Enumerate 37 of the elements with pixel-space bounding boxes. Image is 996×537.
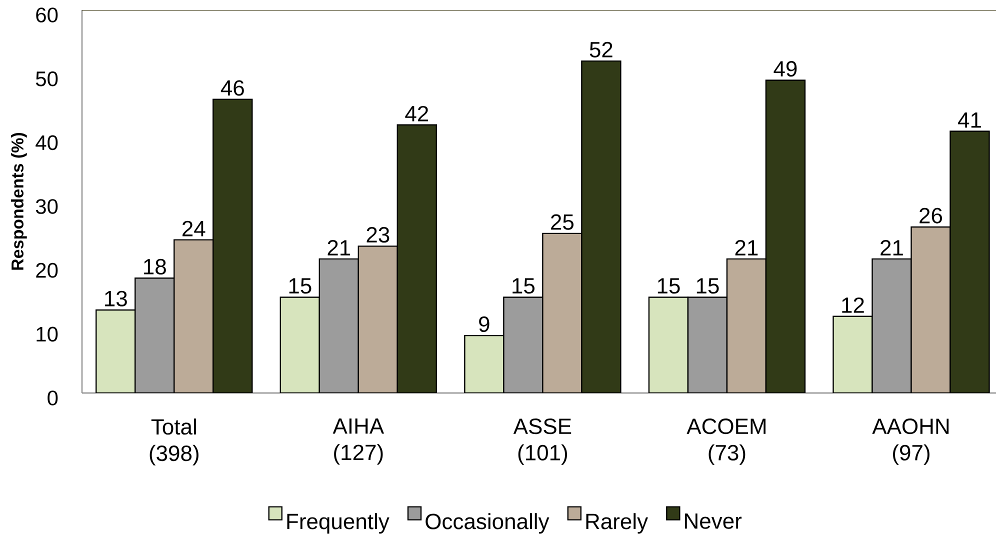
data-label: 15 (289, 278, 312, 294)
data-label: 9 (479, 316, 490, 332)
y-tick-label: 30 (36, 199, 58, 214)
y-tick-label: 10 (36, 326, 58, 342)
data-label: 21 (880, 240, 903, 256)
data-label: 25 (551, 214, 574, 230)
legend-label: Frequently (287, 513, 390, 534)
data-label: 46 (220, 80, 244, 96)
x-tick-label: ACOEM (73) (686, 418, 766, 465)
data-label: 42 (405, 106, 428, 122)
x-tick-label: AIHA (127) (332, 418, 384, 465)
data-label: 18 (144, 258, 166, 275)
data-label: 49 (774, 61, 797, 77)
data-label: 12 (842, 297, 864, 313)
data-label: 24 (182, 220, 206, 236)
data-label: 15 (512, 278, 534, 294)
data-label: 21 (735, 240, 758, 256)
legend-label: Rarely (586, 513, 648, 534)
y-tick-label: 0 (48, 390, 58, 406)
data-label: 23 (366, 227, 390, 243)
x-tick-label: Total (398) (150, 418, 198, 466)
data-label: 15 (696, 278, 719, 294)
y-tick-label: 50 (36, 71, 58, 86)
data-label: 52 (590, 42, 612, 58)
y-axis-title: Respondents (%) (11, 132, 27, 270)
data-label: 13 (105, 290, 127, 306)
x-tick-label: AAOHN (97) (872, 418, 949, 465)
legend-label: Never (685, 514, 742, 529)
legend-label: Occasionally (426, 513, 550, 534)
y-tick-label: 20 (36, 262, 58, 278)
y-tick-label: 60 (36, 8, 58, 22)
data-label: 26 (920, 208, 942, 224)
y-tick-label: 40 (36, 135, 58, 150)
data-label: 41 (958, 112, 981, 128)
x-tick-label: ASSE (101) (513, 418, 572, 465)
data-label: 15 (658, 278, 680, 294)
data-label: 21 (328, 240, 350, 256)
